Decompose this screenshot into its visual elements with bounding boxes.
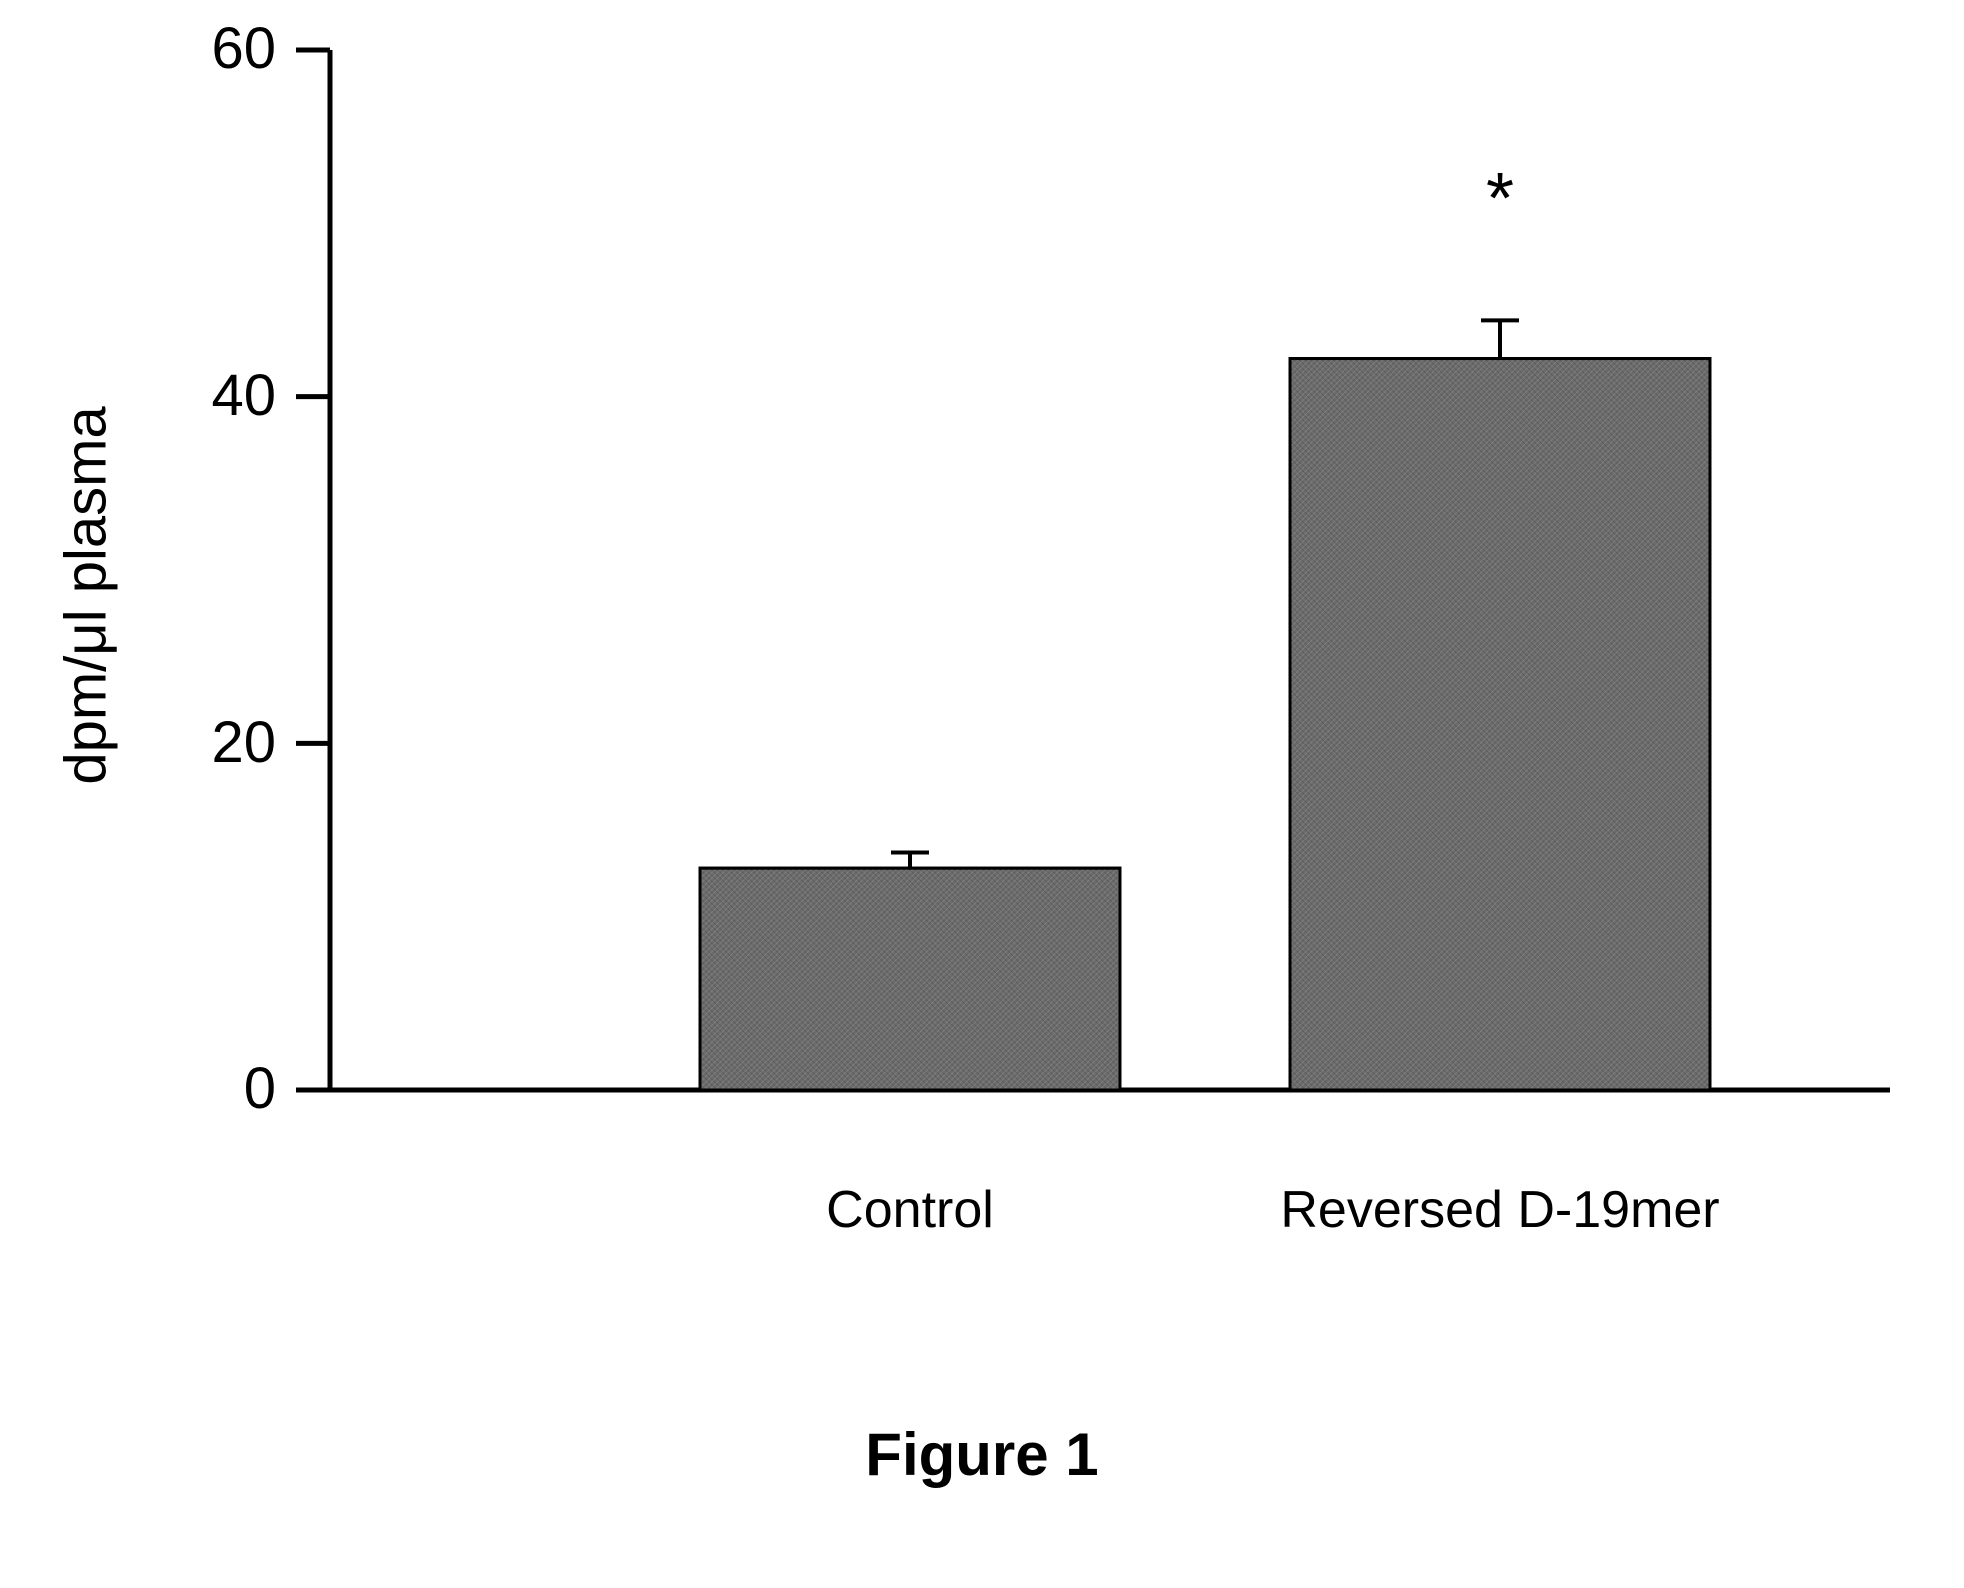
y-tick-label: 60 (156, 15, 276, 82)
y-axis-label: dpm/μl plasma (53, 295, 120, 895)
bar-chart (0, 0, 1964, 1588)
y-tick-label: 0 (156, 1055, 276, 1122)
figure-container: dpm/μl plasma 0 20 40 60 ControlReversed D-… (0, 0, 1964, 1588)
figure-caption: Figure 1 (682, 1420, 1282, 1489)
y-tick-label: 20 (156, 709, 276, 776)
x-category-label: Reversed D-19mer (1200, 1180, 1800, 1240)
x-category-label: Control (610, 1180, 1210, 1240)
significance-marker: * (1440, 158, 1560, 240)
y-tick-label: 40 (156, 362, 276, 429)
